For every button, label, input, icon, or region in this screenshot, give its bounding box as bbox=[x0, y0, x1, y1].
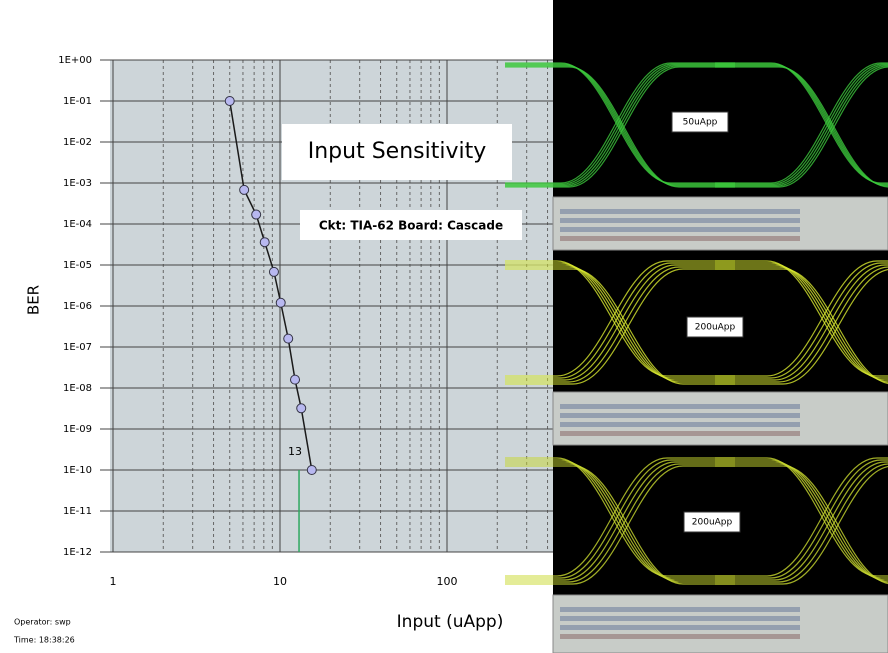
data-line bbox=[228, 100, 313, 471]
footer-operator: Operator: swp bbox=[14, 618, 71, 627]
data-point bbox=[259, 237, 270, 248]
data-point bbox=[290, 374, 301, 385]
measure-row bbox=[560, 218, 800, 223]
x-tick-label: 1 bbox=[110, 575, 117, 588]
measure-row bbox=[560, 431, 800, 436]
eye-trace bbox=[505, 62, 735, 184]
measure-row bbox=[560, 616, 800, 621]
eye-trace bbox=[715, 269, 888, 385]
eye-trace bbox=[505, 66, 735, 188]
title-box bbox=[282, 124, 512, 180]
eye-trace bbox=[715, 461, 888, 581]
y-tick-label: 1E+00 bbox=[58, 55, 92, 66]
eye-trace bbox=[505, 260, 735, 377]
data-point bbox=[306, 465, 317, 475]
x-tick-label: 10 bbox=[273, 575, 287, 588]
data-point bbox=[251, 209, 262, 220]
measure-table bbox=[552, 594, 888, 653]
y-tick-label: 1E-02 bbox=[63, 137, 92, 148]
eye-trace bbox=[505, 63, 735, 185]
eye-trace bbox=[505, 463, 735, 583]
eye-trace bbox=[715, 264, 888, 381]
y-tick-label: 1E-03 bbox=[63, 178, 92, 189]
footer-time: Time: 18:38:26 bbox=[13, 636, 75, 645]
measure-row bbox=[560, 625, 800, 630]
eye-trace bbox=[715, 459, 888, 579]
measure-row bbox=[560, 404, 800, 409]
eye-trace bbox=[715, 466, 888, 585]
eye-label: 200uApp bbox=[692, 518, 733, 528]
measure-row bbox=[560, 209, 800, 214]
measure-table bbox=[552, 196, 888, 251]
eye-trace bbox=[715, 65, 888, 187]
x-tick-label: 100 bbox=[437, 575, 458, 588]
measure-row bbox=[560, 413, 800, 418]
y-tick-label: 1E-04 bbox=[63, 219, 92, 230]
subtitle-box bbox=[300, 210, 522, 240]
eye-trace bbox=[505, 461, 735, 581]
eye-trace bbox=[505, 266, 735, 383]
eye-trace bbox=[505, 465, 735, 585]
eye-trace bbox=[505, 268, 735, 385]
eye-trace bbox=[505, 65, 735, 187]
data-point bbox=[283, 333, 294, 344]
y-tick-label: 1E-05 bbox=[63, 260, 92, 271]
data-point bbox=[268, 266, 279, 277]
y-tick-label: 1E-09 bbox=[63, 424, 92, 435]
measure-row bbox=[560, 422, 800, 427]
y-axis-label: BER bbox=[25, 285, 43, 315]
eye-trace bbox=[505, 64, 735, 186]
x-axis-label: Input (uApp) bbox=[397, 612, 504, 632]
eye-label: 50uApp bbox=[683, 118, 718, 128]
marker-label: 13 bbox=[288, 445, 302, 458]
y-tick-label: 1E-06 bbox=[63, 301, 92, 312]
eye-trace bbox=[715, 457, 888, 577]
eye-trace bbox=[715, 266, 888, 383]
eye-trace bbox=[715, 260, 888, 377]
chart-subtitle: Ckt: TIA-62 Board: Cascade bbox=[319, 219, 503, 233]
measure-table bbox=[552, 391, 888, 446]
eye-trace bbox=[505, 262, 735, 379]
eye-trace bbox=[505, 459, 735, 579]
eye-trace bbox=[715, 463, 888, 583]
measure-row bbox=[560, 634, 800, 639]
y-tick-label: 1E-07 bbox=[63, 342, 92, 353]
measure-row bbox=[560, 227, 800, 232]
eye-trace bbox=[715, 262, 888, 379]
data-point bbox=[275, 297, 286, 308]
data-point bbox=[296, 403, 307, 414]
data-point bbox=[239, 184, 250, 195]
y-tick-label: 1E-10 bbox=[63, 465, 92, 476]
y-tick-label: 1E-01 bbox=[63, 96, 92, 107]
eye-trace bbox=[715, 66, 888, 188]
y-tick-label: 1E-12 bbox=[63, 547, 92, 558]
measure-row bbox=[560, 607, 800, 612]
chart-title: Input Sensitivity bbox=[308, 139, 487, 164]
y-tick-label: 1E-11 bbox=[63, 506, 92, 517]
measure-row bbox=[560, 236, 800, 241]
data-point bbox=[224, 96, 235, 106]
eye-label-box bbox=[686, 316, 744, 338]
eye-trace bbox=[715, 64, 888, 186]
eye-trace bbox=[505, 457, 735, 577]
eye-label: 200uApp bbox=[695, 323, 736, 333]
y-tick-label: 1E-08 bbox=[63, 383, 92, 394]
eye-label-box bbox=[671, 111, 729, 133]
eye-trace bbox=[715, 63, 888, 185]
eye-trace bbox=[505, 264, 735, 381]
eye-trace bbox=[715, 62, 888, 184]
eye-label-box bbox=[683, 511, 741, 533]
